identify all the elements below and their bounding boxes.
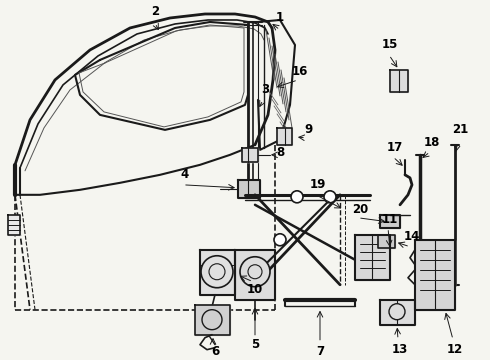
Polygon shape	[235, 250, 275, 300]
Circle shape	[209, 264, 225, 280]
Circle shape	[291, 191, 303, 203]
Polygon shape	[277, 128, 292, 145]
Text: 8: 8	[276, 147, 284, 159]
Polygon shape	[380, 215, 400, 228]
Polygon shape	[390, 70, 408, 92]
Text: 5: 5	[251, 338, 259, 351]
Circle shape	[240, 257, 270, 287]
Text: 21: 21	[452, 123, 468, 136]
Text: 6: 6	[211, 345, 219, 358]
Polygon shape	[195, 305, 230, 335]
Text: 16: 16	[292, 66, 308, 78]
Text: 1: 1	[276, 12, 284, 24]
Polygon shape	[415, 240, 455, 310]
Text: 9: 9	[304, 123, 312, 136]
Polygon shape	[355, 235, 390, 280]
Circle shape	[324, 191, 336, 203]
Text: 2: 2	[151, 5, 159, 18]
Text: 17: 17	[387, 141, 403, 154]
Text: 3: 3	[261, 84, 269, 96]
Text: 19: 19	[310, 178, 326, 191]
Circle shape	[201, 256, 233, 288]
Polygon shape	[200, 250, 235, 295]
Text: 15: 15	[382, 39, 398, 51]
Circle shape	[274, 234, 286, 246]
Circle shape	[248, 265, 262, 279]
Polygon shape	[8, 215, 20, 235]
Text: 12: 12	[447, 343, 463, 356]
Text: 13: 13	[392, 343, 408, 356]
Circle shape	[389, 304, 405, 320]
Polygon shape	[242, 148, 258, 162]
Polygon shape	[380, 300, 415, 325]
Text: 10: 10	[247, 283, 263, 296]
Circle shape	[202, 310, 222, 330]
Polygon shape	[238, 180, 260, 198]
Polygon shape	[378, 235, 395, 248]
Text: 14: 14	[404, 230, 420, 243]
Text: 7: 7	[316, 345, 324, 358]
Text: 11: 11	[382, 213, 398, 226]
Text: 20: 20	[352, 203, 368, 216]
Text: 4: 4	[181, 168, 189, 181]
Text: 18: 18	[424, 136, 440, 149]
